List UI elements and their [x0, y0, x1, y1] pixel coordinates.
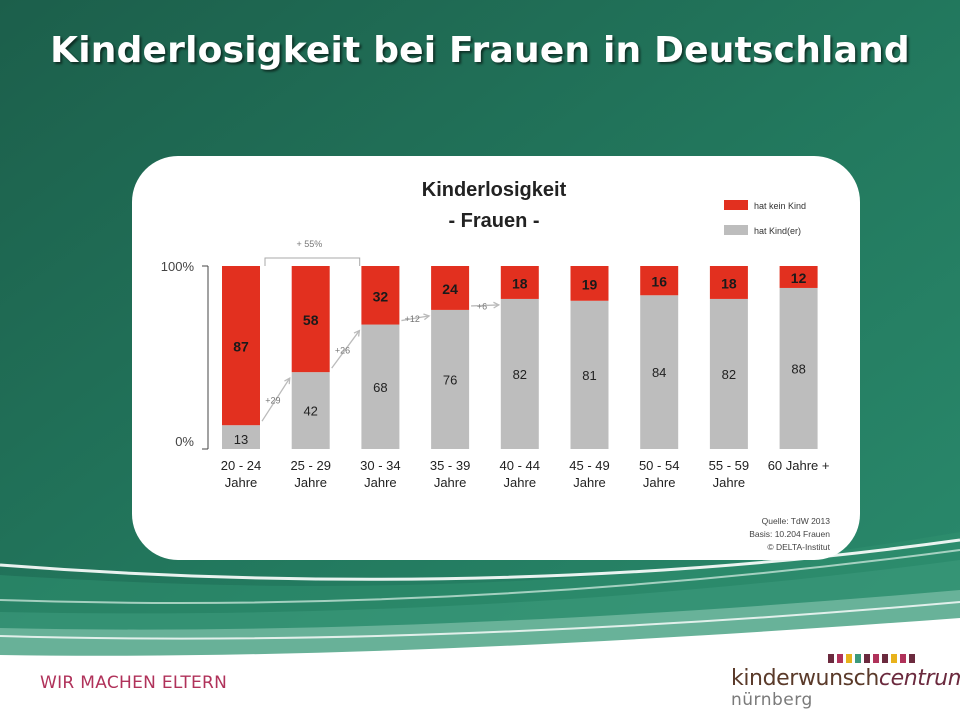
legend-swatch: [724, 225, 748, 235]
source-line: Quelle: TdW 2013: [762, 516, 831, 526]
chart-subtitle: - Frauen -: [448, 210, 539, 232]
chart-source: Quelle: TdW 2013 Basis: 10.204 Frauen © DE…: [749, 516, 830, 552]
x-tick-label: 35 - 39: [430, 458, 470, 473]
data-label-hat-kein-kind: 18: [512, 275, 528, 291]
bar-hat-kein-kind: [500, 266, 539, 299]
brand-name: kinderwunschcentrum: [731, 666, 960, 691]
increment-arrow: [331, 330, 360, 369]
legend-label: hat Kind(er): [754, 226, 801, 236]
y-tick-label-100: 100%: [161, 259, 195, 274]
bar-hat-kinder: [779, 287, 818, 449]
data-label-hat-kinder: 82: [513, 367, 527, 382]
increment-arrow-head: [423, 313, 431, 321]
x-tick-label: Jahre: [225, 475, 258, 490]
x-tick-label: 50 - 54: [639, 458, 679, 473]
data-label-hat-kinder: 42: [303, 404, 317, 419]
source-line: © DELTA-Institut: [767, 542, 830, 552]
x-tick-label: 40 - 44: [500, 458, 540, 473]
increment-label: +29: [265, 396, 280, 406]
bar-hat-kein-kind: [222, 266, 260, 426]
source-line: Basis: 10.204 Frauen: [749, 529, 830, 539]
bar-hat-kinder: [361, 324, 400, 449]
bracket-annotation: + 55%: [264, 239, 361, 266]
data-label-hat-kein-kind: 87: [233, 339, 249, 355]
bar-hat-kinder: [500, 298, 539, 449]
brand-city: nürnberg: [731, 690, 813, 710]
data-label-hat-kinder: 84: [652, 365, 666, 380]
x-tick-label: 55 - 59: [709, 458, 749, 473]
bar-hat-kinder: [222, 425, 260, 449]
chart-legend: hat kein Kind hat Kind(er): [724, 200, 806, 236]
x-tick-label: 20 - 24: [221, 458, 261, 473]
bar-hat-kein-kind: [709, 266, 748, 299]
chart-title: Kinderlosigkeit: [422, 179, 567, 201]
legend-swatch: [724, 200, 748, 210]
data-label-hat-kinder: 88: [791, 361, 805, 376]
brand-logo-stripes: [828, 654, 915, 663]
chart-card: Kinderlosigkeit - Frauen - hat kein Kind…: [132, 156, 860, 560]
x-axis-labels: 20 - 24 Jahre 25 - 29 Jahre 30 - 34 Jahre 35 -…: [221, 458, 830, 490]
x-tick-label: Jahre: [364, 475, 397, 490]
increment-annotations: +29 +26 +12 +6: [261, 301, 501, 422]
data-label-hat-kein-kind: 58: [303, 312, 319, 328]
bar-hat-kinder: [431, 309, 470, 449]
x-tick-label: Jahre: [573, 475, 606, 490]
data-label-hat-kinder: 81: [582, 368, 596, 383]
bar-hat-kein-kind: [291, 266, 330, 373]
brand-name-italic: centrum: [878, 666, 960, 691]
x-tick-label: 30 - 34: [360, 458, 400, 473]
x-tick-label: 25 - 29: [290, 458, 330, 473]
bar-hat-kinder: [570, 300, 609, 449]
increment-arrow: [471, 304, 499, 307]
data-label-hat-kein-kind: 12: [791, 270, 807, 286]
bar-hat-kein-kind: [570, 266, 609, 301]
data-label-hat-kinder: 76: [443, 372, 457, 387]
legend-label: hat kein Kind: [754, 201, 806, 211]
data-label-hat-kinder: 68: [373, 380, 387, 395]
x-tick-label: 45 - 49: [569, 458, 609, 473]
chart: Kinderlosigkeit - Frauen - hat kein Kind…: [161, 179, 831, 552]
data-label-hat-kein-kind: 18: [721, 275, 737, 291]
x-tick-label: Jahre: [434, 475, 467, 490]
bar-hat-kinder: [291, 372, 330, 449]
x-tick-label: 60 Jahre +: [768, 458, 830, 473]
x-tick-label: Jahre: [504, 475, 537, 490]
data-label-hat-kein-kind: 32: [373, 288, 389, 304]
x-tick-label: Jahre: [713, 475, 746, 490]
increment-arrow-head: [353, 329, 361, 337]
data-label-hat-kein-kind: 16: [651, 274, 667, 290]
increment-label: +12: [405, 314, 420, 324]
slide-title: Kinderlosigkeit bei Frauen in Deutschlan…: [50, 30, 910, 71]
bar-hat-kinder: [640, 295, 679, 449]
slogan: WIR MACHEN ELTERN: [40, 673, 228, 693]
data-label-hat-kein-kind: 19: [582, 276, 598, 292]
bar-hat-kein-kind: [640, 266, 679, 296]
data-label-hat-kinder: 82: [722, 367, 736, 382]
increment-arrow: [401, 315, 430, 322]
bar-hat-kein-kind: [361, 266, 400, 325]
y-tick-label-0: 0%: [175, 434, 194, 449]
increment-arrow-head: [284, 376, 291, 385]
bracket-line: [264, 257, 361, 266]
bar-hat-kein-kind: [779, 266, 818, 288]
bar-hat-kinder: [709, 298, 748, 449]
increment-arrow-head: [493, 301, 501, 309]
bars: 13 87 42 58 68 32 76 24 82 18 81 19 84 16 82 18 88 12: [222, 266, 818, 449]
bar-hat-kein-kind: [431, 266, 470, 310]
data-label-hat-kein-kind: 24: [442, 281, 458, 297]
data-label-hat-kinder: 13: [234, 432, 248, 447]
increment-arrow: [261, 377, 291, 422]
bracket-label: + 55%: [296, 239, 322, 249]
increment-label: +6: [477, 301, 487, 311]
y-axis: 100% 0%: [161, 259, 209, 450]
x-tick-label: Jahre: [643, 475, 676, 490]
x-tick-label: Jahre: [294, 475, 327, 490]
brand-name-plain: kinderwunsch: [731, 666, 879, 691]
increment-label: +26: [335, 345, 350, 355]
